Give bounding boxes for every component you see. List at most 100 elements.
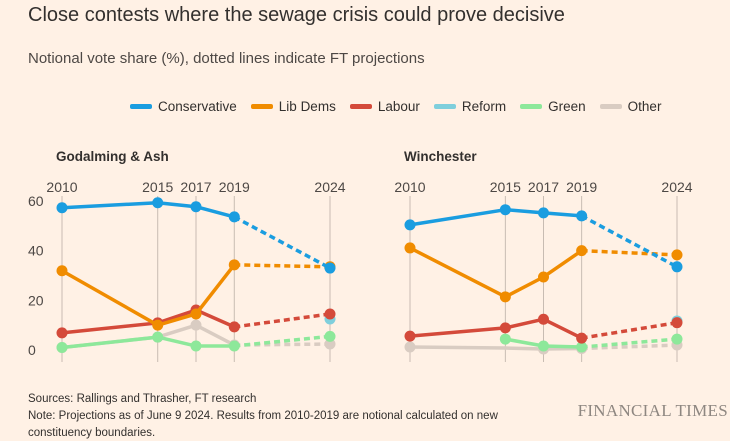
data-point-green: [228, 340, 240, 352]
chart-subtitle: Notional vote share (%), dotted lines in…: [28, 50, 425, 67]
legend-item-other: Other: [599, 99, 662, 114]
data-point-green: [499, 333, 511, 345]
data-point-other: [324, 338, 336, 350]
data-point-labour: [538, 313, 549, 325]
legend-label: Conservative: [158, 99, 237, 114]
line-segment-labour: [408, 326, 508, 338]
data-point-lib-dems: [499, 291, 511, 303]
data-point-labour: [324, 308, 336, 320]
legend-item-reform: Reform: [433, 99, 507, 114]
legend-label: Green: [548, 99, 586, 114]
data-point-lib-dems: [576, 245, 588, 257]
legend-item-labour: Labour: [349, 99, 420, 114]
legend-label: Reform: [461, 99, 507, 114]
line-segment-conservative: [541, 211, 584, 218]
line-segment-labour: [194, 308, 237, 329]
data-point-conservative: [538, 207, 549, 219]
note-text-cont: constituency boundaries.: [28, 427, 156, 439]
x-tick-label: 2015: [490, 179, 521, 195]
line-segment-lib-dems: [503, 275, 546, 299]
data-point-green: [671, 333, 683, 345]
legend-swatch: [520, 104, 543, 109]
line-segment-conservative-projected: [580, 214, 678, 269]
line-segment-conservative-projected: [233, 215, 331, 270]
line-segment-lib-dems: [408, 246, 508, 299]
line-segment-lib-dems-projected: [234, 263, 331, 269]
line-segment-conservative: [60, 200, 160, 210]
line-segment-labour-projected: [581, 320, 678, 340]
panel-title-winchester: Winchester: [404, 149, 477, 164]
y-tick-label: 20: [28, 292, 44, 308]
chart-title: Close contests where the sewage crisis c…: [28, 4, 565, 26]
x-tick-label: 2024: [314, 179, 345, 195]
line-segment-labour: [155, 308, 198, 325]
data-point-other: [190, 319, 202, 331]
line-segment-lib-dems: [194, 263, 237, 316]
data-point-lib-dems: [671, 249, 683, 261]
line-segment-green: [541, 344, 584, 349]
legend-swatch: [130, 104, 152, 109]
x-tick-label: 2019: [219, 179, 250, 195]
line-segment-green: [60, 335, 160, 350]
x-tick-label: 2024: [661, 179, 692, 195]
legend-swatch: [599, 104, 622, 109]
line-segment-conservative: [155, 200, 198, 209]
line-segment-conservative: [408, 207, 508, 227]
line-segment-green-projected: [581, 337, 678, 349]
line-segment-labour-projected: [234, 312, 331, 329]
data-point-conservative: [576, 210, 588, 222]
data-point-lib-dems: [228, 259, 240, 271]
legend-label: Other: [627, 99, 662, 114]
data-point-lib-dems: [56, 265, 68, 277]
data-point-green: [538, 340, 549, 352]
data-point-labour: [671, 317, 683, 329]
note-text: Note: Projections as of June 9 2024. Res…: [28, 410, 498, 422]
line-segment-other: [503, 346, 546, 351]
legend-swatch: [349, 104, 372, 109]
data-point-lib-dems: [404, 242, 416, 254]
data-point-green: [152, 331, 164, 343]
data-point-lib-dems: [190, 308, 202, 320]
data-point-conservative: [499, 204, 511, 216]
line-segment-other: [155, 323, 198, 339]
data-point-green: [190, 340, 202, 352]
data-point-conservative: [324, 262, 336, 274]
line-segment-lib-dems-projected: [581, 248, 678, 257]
line-segment-conservative: [194, 204, 237, 219]
line-segment-other-projected: [581, 343, 678, 351]
legend-label: Labour: [377, 99, 420, 114]
line-segment-labour: [503, 317, 546, 330]
data-point-other: [404, 341, 416, 353]
x-tick-label: 2015: [142, 179, 173, 195]
y-tick-label: 0: [28, 342, 36, 358]
line-segment-lib-dems: [155, 312, 198, 327]
data-point-green: [324, 330, 336, 342]
legend: Conservative Lib Dems Labour Reform Green Oth…: [130, 99, 661, 114]
legend-item-green: Green: [520, 99, 586, 114]
line-segment-labour: [60, 321, 160, 335]
data-point-conservative: [190, 201, 202, 213]
line-segment-conservative: [503, 207, 546, 215]
data-point-conservative: [404, 219, 416, 231]
panel-title-godalming: Godalming & Ash: [56, 149, 169, 164]
line-segment-other: [194, 323, 237, 347]
legend-swatch: [250, 104, 273, 109]
line-segment-green: [155, 335, 198, 348]
y-tick-label: 40: [28, 243, 44, 259]
data-point-lib-dems: [538, 271, 549, 283]
line-segment-labour: [541, 317, 584, 340]
line-segment-green: [503, 337, 546, 348]
x-tick-label: 2019: [566, 179, 597, 195]
data-point-conservative: [56, 202, 68, 214]
x-tick-label: 2017: [528, 179, 559, 195]
legend-item-lib-dems: Lib Dems: [250, 99, 336, 114]
data-point-lib-dems: [152, 319, 164, 331]
x-tick-label: 2017: [180, 179, 211, 195]
data-point-labour: [56, 327, 68, 339]
ft-logo: FINANCIAL TIMES: [577, 401, 728, 420]
legend-item-conservative: Conservative: [130, 99, 237, 114]
data-point-green: [56, 342, 68, 354]
data-point-labour: [499, 322, 511, 334]
